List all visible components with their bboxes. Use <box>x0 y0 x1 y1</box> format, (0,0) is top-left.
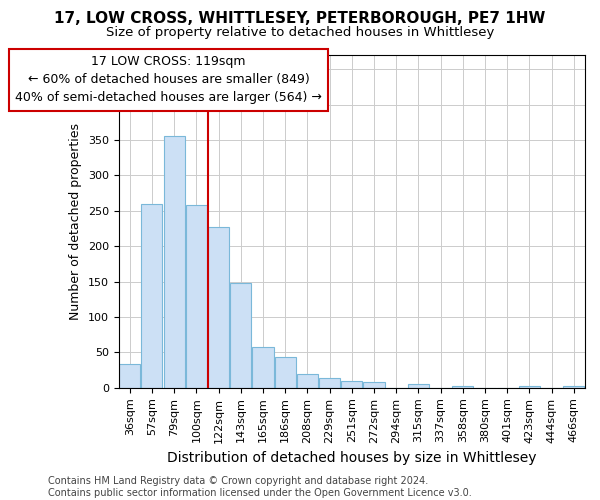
Bar <box>119 364 140 388</box>
Bar <box>341 380 362 388</box>
Text: 17 LOW CROSS: 119sqm
← 60% of detached houses are smaller (849)
40% of semi-deta: 17 LOW CROSS: 119sqm ← 60% of detached h… <box>15 56 322 104</box>
Bar <box>519 386 540 388</box>
Bar <box>142 204 163 388</box>
Text: 17, LOW CROSS, WHITTLESEY, PETERBOROUGH, PE7 1HW: 17, LOW CROSS, WHITTLESEY, PETERBOROUGH,… <box>55 11 545 26</box>
Text: Size of property relative to detached houses in Whittlesey: Size of property relative to detached ho… <box>106 26 494 39</box>
Bar <box>186 205 207 388</box>
Bar <box>563 386 584 388</box>
Bar <box>230 283 251 388</box>
Bar <box>208 227 229 388</box>
X-axis label: Distribution of detached houses by size in Whittlesey: Distribution of detached houses by size … <box>167 451 536 465</box>
Bar <box>319 378 340 388</box>
Bar <box>253 348 274 388</box>
Bar <box>452 386 473 388</box>
Bar <box>164 136 185 388</box>
Bar <box>297 374 318 388</box>
Bar <box>364 382 385 388</box>
Bar <box>408 384 429 388</box>
Bar <box>275 356 296 388</box>
Y-axis label: Number of detached properties: Number of detached properties <box>69 123 82 320</box>
Text: Contains HM Land Registry data © Crown copyright and database right 2024.
Contai: Contains HM Land Registry data © Crown c… <box>48 476 472 498</box>
